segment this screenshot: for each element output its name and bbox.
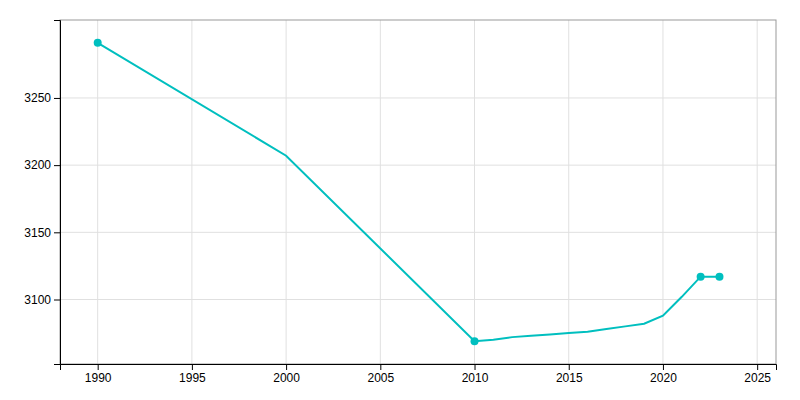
- tick-label: 3100: [24, 293, 51, 307]
- y-axis: 3100 3150 3200 3250: [24, 21, 60, 365]
- tick-mark: [54, 300, 60, 301]
- tick-label: 3150: [24, 226, 51, 240]
- chart: 1990 1995 2000 2005 2010 2015 2020 2025 3100 3150…: [0, 0, 800, 400]
- tick: 1990: [85, 364, 112, 385]
- tick: 2005: [367, 364, 394, 385]
- tick-mark: [569, 364, 570, 370]
- tick: 2025: [744, 364, 771, 385]
- plot: 1990 1995 2000 2005 2010 2015 2020 2025 3100 3150…: [24, 20, 776, 385]
- grid-line: [568, 20, 569, 364]
- grid-line: [97, 20, 98, 364]
- tick: 3200: [24, 158, 60, 172]
- tick-mark: [54, 165, 60, 166]
- grid-line: [474, 20, 475, 364]
- grid: [60, 20, 776, 364]
- grid-line: [60, 165, 776, 166]
- tick: 2015: [556, 364, 583, 385]
- tick-label: 1990: [85, 371, 112, 385]
- tick: 2000: [273, 364, 300, 385]
- tick: 3250: [24, 91, 60, 105]
- line: [98, 43, 720, 341]
- tick-mark: [380, 364, 381, 370]
- grid-line: [380, 20, 381, 364]
- tick-mark: [663, 364, 664, 370]
- tick-label: 2010: [462, 371, 489, 385]
- marker: [94, 39, 102, 47]
- axis-line: [54, 21, 61, 365]
- tick-label: 2015: [556, 371, 583, 385]
- tick: 2020: [650, 364, 677, 385]
- marker: [697, 273, 705, 281]
- tick-mark: [54, 232, 60, 233]
- tick-mark: [98, 364, 99, 370]
- tick: 3100: [24, 293, 60, 307]
- x-axis: 1990 1995 2000 2005 2010 2015 2020 2025: [61, 364, 777, 385]
- tick-label: 1995: [179, 371, 206, 385]
- grid-line: [60, 299, 776, 300]
- tick-label: 2025: [744, 371, 771, 385]
- grid-line: [662, 20, 663, 364]
- tick-mark: [757, 364, 758, 370]
- tick-mark: [54, 98, 60, 99]
- tick-label: 3250: [24, 91, 51, 105]
- tick: 2010: [462, 364, 489, 385]
- tick: 1995: [179, 364, 206, 385]
- tick-mark: [475, 364, 476, 370]
- marker: [471, 337, 479, 345]
- tick-mark: [286, 364, 287, 370]
- grid-line: [191, 20, 192, 364]
- tick-mark: [192, 364, 193, 370]
- grid-line: [60, 97, 776, 98]
- marker: [715, 273, 723, 281]
- tick-label: 2005: [367, 371, 394, 385]
- tick: 3150: [24, 226, 60, 240]
- tick-label: 3200: [24, 158, 51, 172]
- tick-label: 2000: [273, 371, 300, 385]
- grid-line: [60, 232, 776, 233]
- marks: [94, 39, 724, 345]
- grid-line: [757, 20, 758, 364]
- grid-line: [286, 20, 287, 364]
- tick-label: 2020: [650, 371, 677, 385]
- axis-line: [61, 365, 777, 371]
- plot-frame: [60, 20, 776, 364]
